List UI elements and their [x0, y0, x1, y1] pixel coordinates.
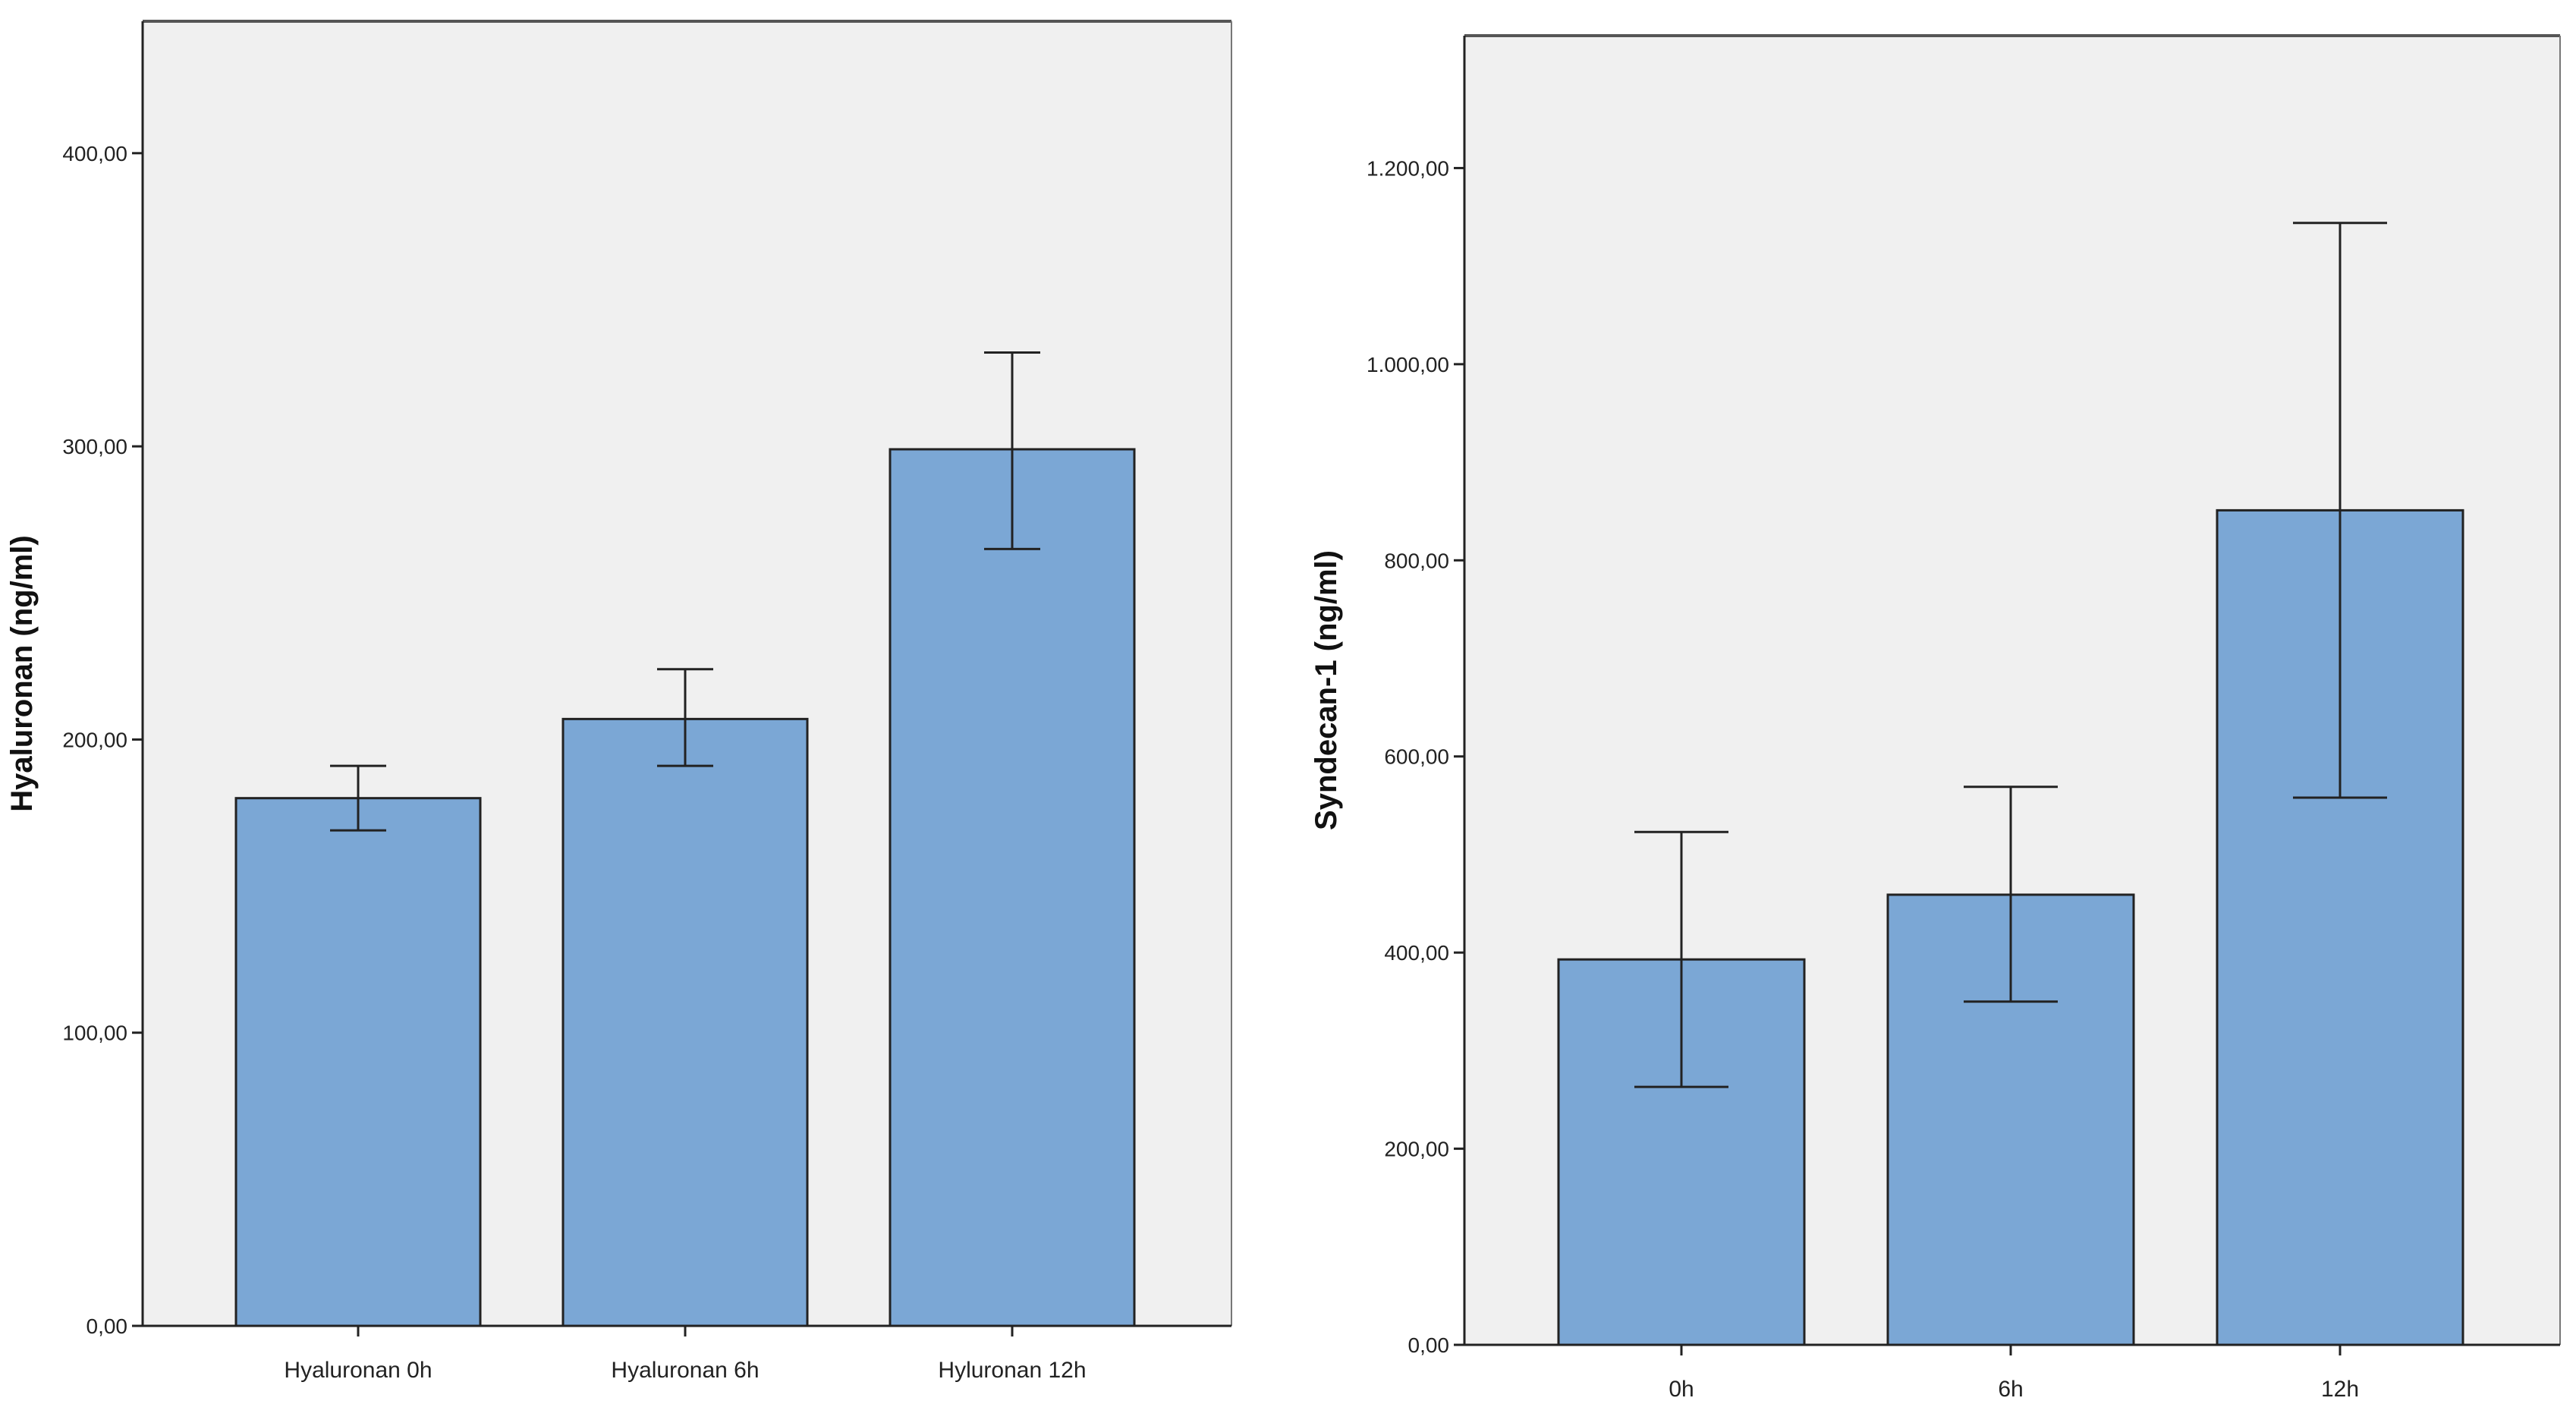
y-tick-label: 600,00: [1384, 745, 1449, 769]
y-axis-title: Hyaluronan (ng/ml): [5, 535, 39, 811]
bar: [561, 717, 809, 1327]
x-category-label: 12h: [2321, 1377, 2359, 1401]
x-category-label: Hyaluronan 6h: [611, 1358, 759, 1383]
y-tick-label: 0,00: [86, 1314, 128, 1338]
y-tick-label: 0,00: [1408, 1333, 1450, 1357]
y-tick-label: 400,00: [1384, 941, 1449, 965]
y-tick-label: 300,00: [62, 435, 127, 458]
y-tick-label: 1.000,00: [1367, 353, 1449, 376]
bar: [234, 797, 482, 1327]
x-category-label: 6h: [1998, 1377, 2023, 1401]
y-tick-label: 200,00: [1384, 1138, 1449, 1161]
bar: [889, 448, 1136, 1327]
y-tick-label: 100,00: [62, 1022, 127, 1045]
x-category-label: Hyluronan 12h: [938, 1358, 1086, 1383]
x-category-label: 0h: [1669, 1377, 1694, 1401]
y-tick-label: 200,00: [62, 728, 127, 751]
y-tick-label: 1.200,00: [1367, 156, 1449, 180]
y-tick-label: 800,00: [1384, 549, 1449, 572]
x-category-label: Hyaluronan 0h: [284, 1358, 432, 1383]
y-axis-title: Syndecan-1 (ng/ml): [1310, 550, 1343, 830]
hyaluronan-chart: 0,00 100,00 200,00 300,00 400,00 Hyaluronan (…: [5, 20, 1232, 1383]
syndecan-chart: 0,00 200,00 400,00 600,00 800,00 1.000,00 1.20…: [1310, 34, 2561, 1401]
y-tick-label: 400,00: [62, 142, 127, 165]
